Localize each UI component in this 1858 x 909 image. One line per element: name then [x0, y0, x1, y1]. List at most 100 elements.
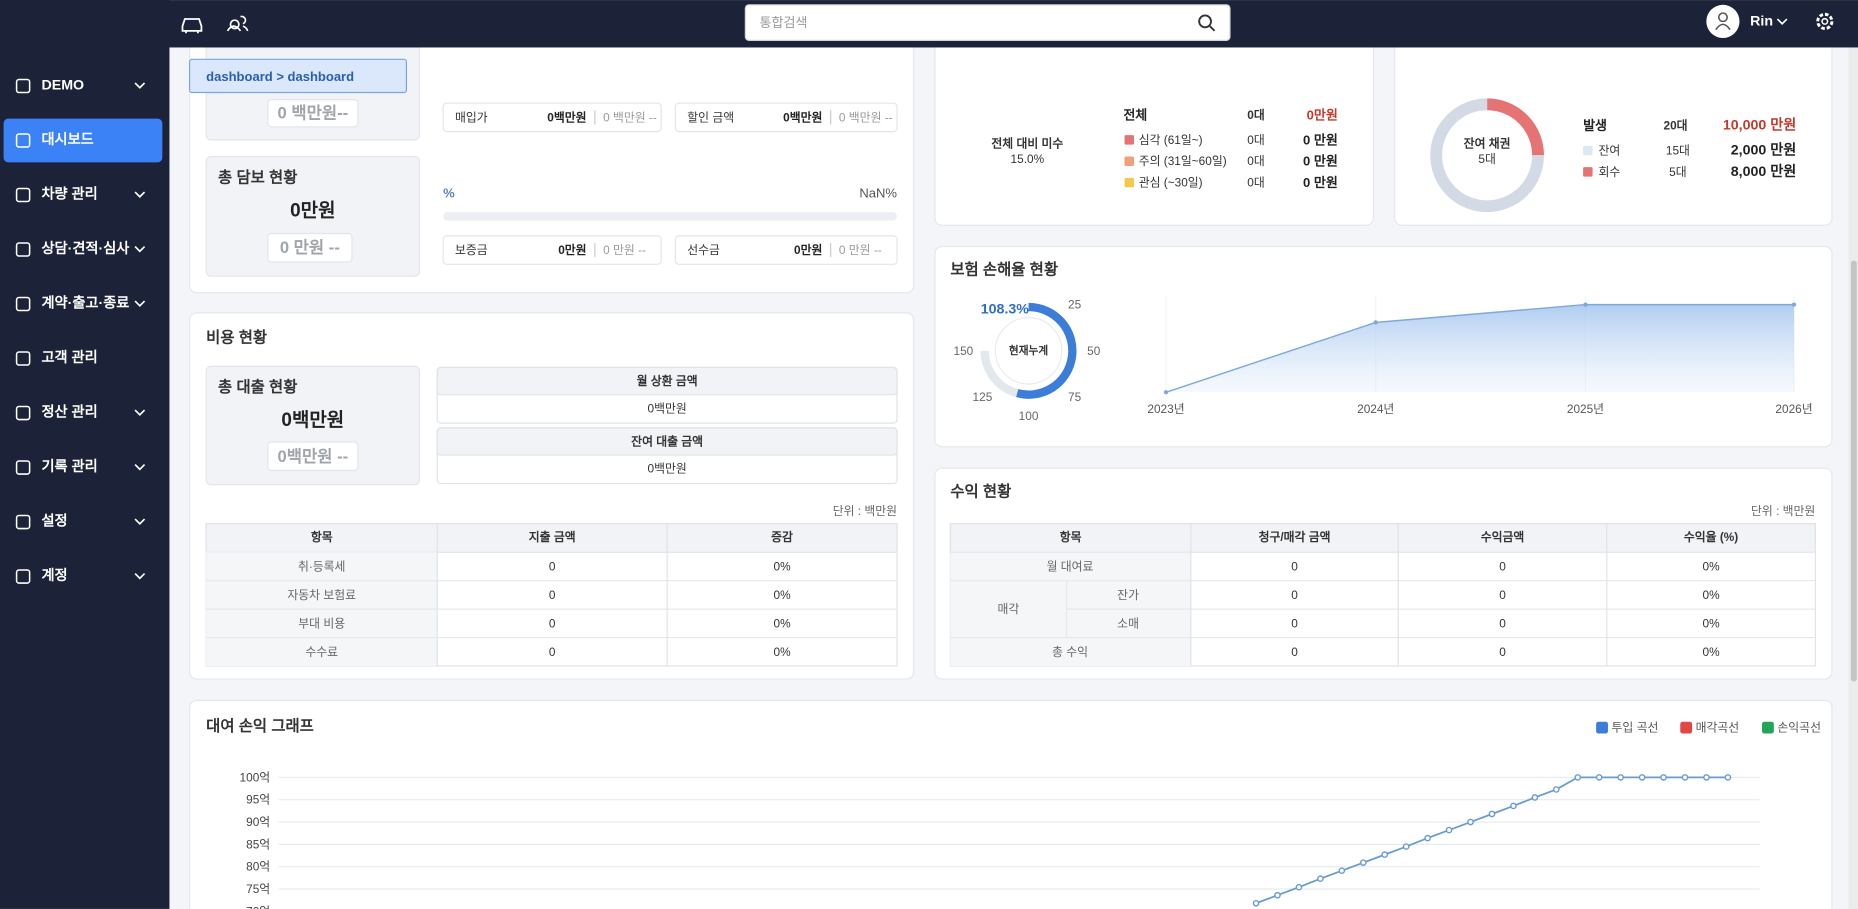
label: 월 상환 금액: [637, 374, 698, 388]
label: 15.0%: [1011, 152, 1045, 166]
gauge-tick-label: 75: [1068, 390, 1082, 404]
point: [1467, 818, 1474, 826]
compare-box: [267, 441, 359, 472]
label: 잔여 대출 금액: [631, 434, 703, 448]
nav-item[interactable]: 기록 관리: [41, 458, 97, 475]
label: 0: [1499, 559, 1506, 573]
label: 자동차 보험료: [287, 588, 356, 602]
label: 지출 금액: [529, 530, 576, 544]
summary-box: [205, 155, 421, 277]
point: [1638, 774, 1646, 781]
label: 20대: [1663, 119, 1687, 133]
item-box: [674, 235, 898, 265]
label: 부대 비용: [298, 616, 345, 630]
point: [1574, 774, 1582, 781]
chevron: [134, 191, 146, 198]
label: 0 만원: [1303, 154, 1338, 169]
label: 월 대여료: [1047, 559, 1094, 573]
point: [1252, 899, 1260, 907]
label: 0대: [1247, 154, 1264, 168]
point: [1295, 883, 1303, 891]
point: [1445, 826, 1453, 834]
legend-label: 매각곡선: [1696, 721, 1740, 735]
label: 0: [1291, 645, 1298, 659]
gauge-tick-label: 50: [1087, 344, 1101, 358]
label: 잔가: [1117, 588, 1139, 602]
label: 0 백만원 --: [603, 110, 657, 124]
nav-item[interactable]: 설정: [41, 511, 67, 529]
label: 0%: [1703, 588, 1721, 602]
chevron: [134, 300, 146, 307]
label: 0 만원 --: [603, 243, 646, 257]
label: 수익율 (%): [1684, 530, 1738, 544]
label: 2,000 만원: [1731, 142, 1797, 159]
x-tick-label: 2025년: [1567, 402, 1604, 416]
y-tick-label: 80억: [246, 860, 270, 874]
point: [1724, 774, 1732, 781]
item-box: [674, 102, 898, 133]
label: 0백만원 --: [278, 447, 349, 466]
label: 0대: [1247, 176, 1264, 190]
label: 현재누계: [1009, 344, 1048, 357]
nav-icon: [15, 351, 31, 366]
point: [1381, 851, 1389, 858]
label: 0%: [774, 588, 792, 602]
label: 8,000 만원: [1731, 163, 1797, 180]
user-name[interactable]: Rin: [1750, 13, 1773, 29]
search-box[interactable]: [744, 4, 1231, 41]
area: [1165, 304, 1795, 393]
label: 0: [549, 616, 556, 630]
point: [1424, 834, 1431, 842]
label: 108.3%: [981, 301, 1030, 317]
nav-item[interactable]: 고객 관리: [41, 348, 97, 366]
nav-item[interactable]: 계정: [41, 566, 67, 584]
legend-swatch: [1596, 721, 1608, 734]
chevron: [1776, 18, 1788, 25]
label: 단위 : 백만원: [1751, 504, 1815, 518]
mini-table-header: [436, 366, 898, 396]
point: [1274, 891, 1281, 899]
gauge-inner: [994, 317, 1063, 385]
item-box: [442, 235, 662, 265]
section-title: 대여 손익 그래프: [206, 716, 314, 735]
progress-track: [443, 212, 898, 221]
chevron: [134, 82, 146, 89]
label: 0백만원: [783, 110, 822, 124]
section-title: 보험 손해율 현황: [950, 260, 1058, 279]
settings-icon[interactable]: [1816, 12, 1834, 30]
label: 단위 : 백만원: [833, 504, 897, 518]
point: [1595, 774, 1603, 781]
nav-item[interactable]: 대시보드: [41, 131, 93, 148]
point: [1163, 390, 1169, 395]
nav-item[interactable]: 정산 관리: [41, 402, 97, 420]
car-icon[interactable]: [181, 18, 203, 34]
label: 0: [549, 645, 556, 659]
nav-active: [3, 118, 163, 163]
label: 0대: [1247, 108, 1264, 122]
breadcrumb-box: [188, 58, 408, 94]
people-icon[interactable]: [226, 15, 249, 32]
label: 매각: [998, 602, 1020, 616]
nav-item[interactable]: 차량 관리: [41, 184, 97, 202]
nav-item[interactable]: DEMO: [41, 77, 84, 93]
search-icon: [1209, 25, 1216, 32]
chevron: [134, 245, 146, 253]
label: 0%: [774, 559, 792, 573]
label: 항목: [1060, 530, 1082, 544]
label: 0대: [1247, 133, 1264, 147]
nav-item[interactable]: 계약·출고·종료: [41, 293, 129, 311]
gauge-tick-label: 25: [1068, 298, 1082, 312]
point: [1488, 810, 1496, 818]
point: [1617, 774, 1624, 781]
gauge-tick-label: 125: [973, 390, 993, 404]
label: 15대: [1666, 144, 1690, 158]
point: [1373, 320, 1378, 325]
settings-icon-core: [1821, 17, 1829, 25]
nav-item[interactable]: 상담·견적·심사: [41, 239, 129, 257]
y-tick-label: 70억: [246, 904, 270, 909]
label: 발생: [1583, 118, 1607, 133]
donut-segment: [1486, 98, 1544, 156]
search-icon: [1198, 14, 1212, 29]
